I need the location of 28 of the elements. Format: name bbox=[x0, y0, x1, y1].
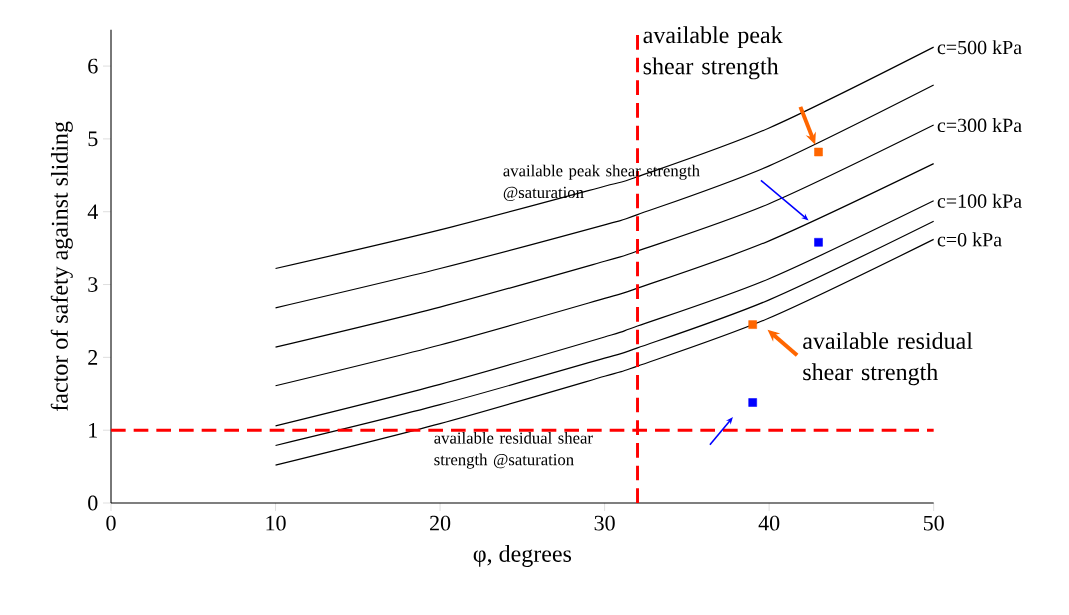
x-tick-label: 20 bbox=[430, 515, 451, 531]
y-tick-label: 0 bbox=[88, 495, 98, 511]
point bbox=[748, 398, 757, 407]
series-label: c=100 kPa bbox=[937, 193, 1022, 208]
y-tick-label: 4 bbox=[87, 204, 98, 219]
annotation: available peak shear strength bbox=[643, 26, 783, 80]
x-tick-label: 40 bbox=[758, 515, 780, 531]
y-tick-label: 3 bbox=[88, 277, 98, 292]
x-tick-label: 50 bbox=[923, 515, 944, 531]
y-tick-label: 6 bbox=[88, 58, 98, 74]
annotation: available residual shear strength @saturation bbox=[434, 431, 593, 469]
line-series bbox=[274, 84, 935, 309]
point bbox=[748, 320, 757, 329]
x-tick-label: 10 bbox=[266, 515, 286, 531]
series-label: c=500 kPa bbox=[937, 40, 1022, 55]
x-tick-label: 0 bbox=[106, 515, 116, 531]
point bbox=[814, 147, 823, 157]
x-tick-label: 30 bbox=[594, 515, 615, 531]
series-label: c=0 kPa bbox=[937, 232, 1002, 247]
y-axis-title: factor of safety against sliding bbox=[50, 121, 73, 411]
y-tick-label: 5 bbox=[88, 131, 98, 147]
x-axis-title: φ, degrees bbox=[473, 545, 572, 567]
annotation: available residual shear strength bbox=[803, 332, 973, 386]
line-series bbox=[274, 46, 935, 270]
point bbox=[814, 238, 823, 247]
y-tick-label: 2 bbox=[88, 350, 98, 365]
y-tick-label: 1 bbox=[89, 422, 97, 438]
series-label: c=300 kPa bbox=[937, 118, 1022, 133]
